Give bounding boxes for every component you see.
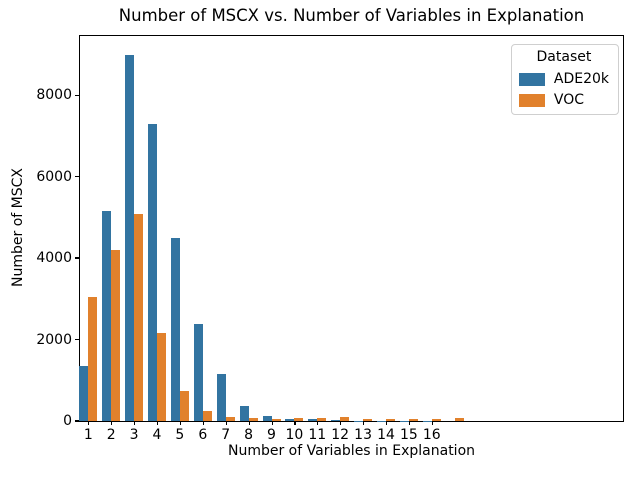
- x-tick: [111, 421, 113, 425]
- bar-voc-8: [248, 417, 258, 421]
- bar-ade20k-11: [308, 419, 318, 421]
- y-tick: [75, 338, 79, 341]
- x-tick-label: 7: [221, 427, 231, 443]
- x-tick: [363, 421, 365, 425]
- bar-ade20k-5: [170, 238, 180, 421]
- bar-voc-4: [157, 332, 166, 421]
- legend-label-ade20k: ADE20k: [553, 71, 609, 87]
- bar-voc-7: [225, 417, 235, 421]
- bar-ade20k-1: [79, 366, 89, 421]
- y-tick-label: 4000: [36, 250, 72, 266]
- chart-title: Number of MSCX vs. Number of Variables i…: [118, 6, 585, 25]
- x-tick-label: 10: [285, 427, 304, 443]
- bar-ade20k-10: [285, 418, 295, 421]
- y-tick: [75, 94, 79, 96]
- x-tick-label: 6: [198, 427, 208, 443]
- x-tick-label: 13: [354, 427, 373, 443]
- bar-voc-16: [431, 418, 441, 421]
- legend-label-voc: VOC: [553, 92, 585, 108]
- bar-ade20k-6: [193, 324, 203, 421]
- legend-item-ade20k: ADE20k: [518, 71, 609, 87]
- bar-ade20k-3: [125, 55, 135, 421]
- x-tick: [271, 421, 273, 425]
- bar-voc-6: [202, 411, 212, 421]
- x-tick-label: 5: [175, 427, 185, 443]
- x-tick: [202, 421, 204, 425]
- x-tick: [134, 421, 136, 425]
- bar-voc-14: [386, 418, 395, 421]
- bar-voc-11: [317, 417, 327, 421]
- x-tick: [294, 421, 296, 425]
- bar-voc-13: [363, 418, 373, 421]
- bar-ade20k-7: [216, 373, 226, 421]
- bar-voc-2: [111, 249, 121, 421]
- x-tick-label: 15: [399, 427, 418, 443]
- y-tick-label: 8000: [36, 87, 72, 104]
- x-tick-label: 16: [422, 427, 441, 443]
- x-tick: [317, 421, 319, 425]
- bar-ade20k-4: [148, 124, 157, 421]
- plot-area: Dataset ADE20k VOC 1 2 3 4 5 6 7 8 9 10 11 12 13 14 15…: [36, 35, 624, 443]
- x-axis-label: Number of Variables in Explanation: [227, 443, 476, 459]
- x-tick: [179, 421, 182, 425]
- bar-voc-15: [408, 418, 418, 421]
- y-tick: [75, 176, 79, 178]
- legend-item-voc: VOC: [518, 92, 609, 108]
- y-tick-label: 2000: [36, 331, 72, 348]
- bar-ade20k-2: [102, 211, 112, 421]
- x-tick-label: 8: [244, 427, 254, 443]
- bar-voc-10: [294, 417, 304, 421]
- x-tick-label: 3: [129, 427, 139, 443]
- y-tick-label: 6000: [36, 168, 72, 185]
- bar-ade20k-9: [262, 416, 272, 421]
- x-tick: [386, 421, 388, 425]
- x-tick: [248, 421, 250, 425]
- legend: Dataset ADE20k VOC: [510, 44, 619, 115]
- bar-voc-9: [271, 418, 281, 421]
- x-tick: [408, 421, 411, 425]
- x-tick: [340, 421, 342, 425]
- bar-voc-extra: [454, 418, 464, 421]
- x-tick: [431, 421, 433, 425]
- x-tick: [157, 421, 159, 425]
- ade20k-color-swatch-icon: [518, 72, 545, 86]
- voc-color-swatch-icon: [518, 93, 545, 107]
- legend-title: Dataset: [536, 49, 592, 65]
- x-tick-label: 2: [106, 427, 116, 443]
- x-tick-label: 14: [377, 427, 395, 443]
- bar-voc-1: [88, 296, 98, 421]
- x-tick-label: 1: [83, 427, 93, 443]
- y-tick-label: 0: [63, 413, 72, 429]
- x-tick-label: 4: [152, 427, 162, 443]
- y-tick: [75, 420, 79, 422]
- bar-voc-12: [340, 417, 350, 421]
- bar-voc-3: [134, 214, 144, 421]
- y-tick: [75, 257, 79, 259]
- bar-voc-5: [179, 391, 189, 421]
- x-tick: [88, 421, 90, 425]
- x-tick-label: 12: [331, 427, 350, 443]
- x-tick-label: 9: [267, 427, 276, 443]
- x-tick-label: 11: [308, 427, 327, 443]
- x-tick: [225, 421, 227, 425]
- y-axis-label: Number of MSCX: [10, 168, 26, 287]
- bar-ade20k-12: [331, 420, 341, 421]
- bar-ade20k-8: [239, 405, 249, 421]
